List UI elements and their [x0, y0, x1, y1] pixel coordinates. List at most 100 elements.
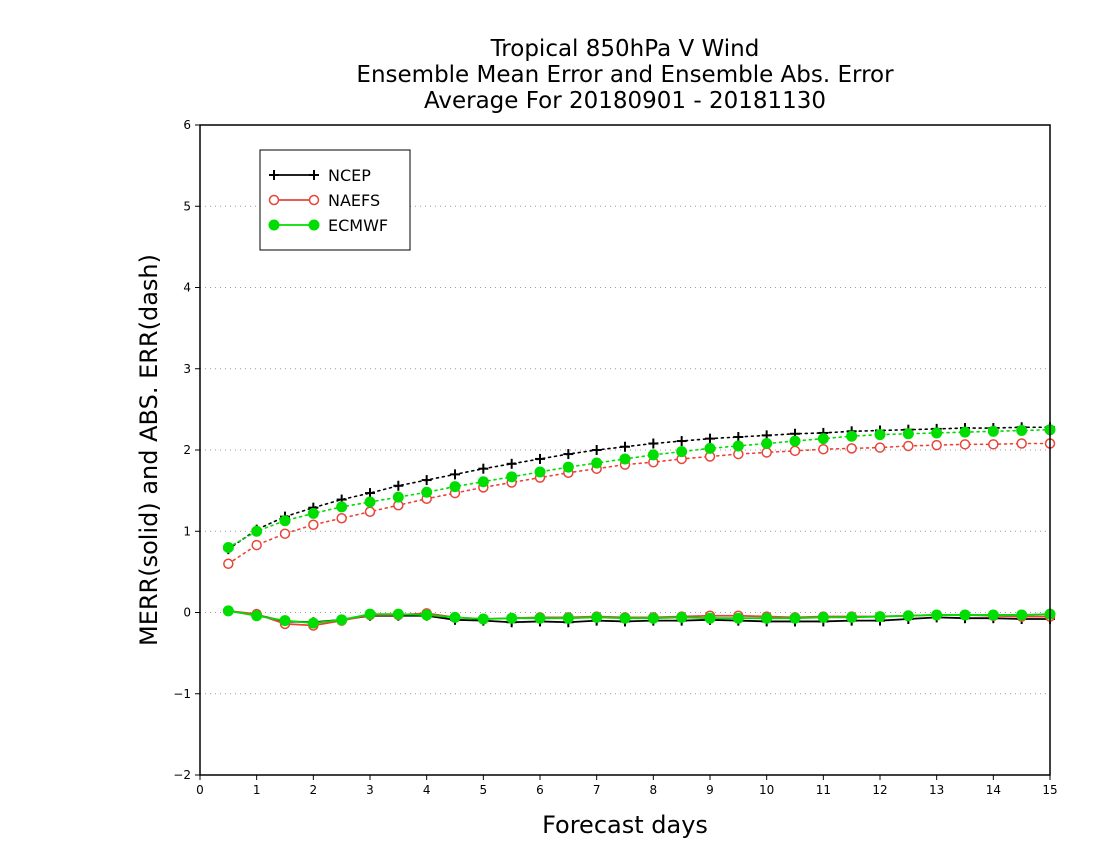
ecmwf-mean-error-point: [421, 609, 433, 621]
ecmwf-abs-error-point: [477, 476, 489, 488]
legend-item-ecmwf: ECMWF: [268, 216, 388, 235]
legend-marker: [269, 170, 279, 180]
y-tick-label: 3: [183, 362, 191, 376]
x-tick-label: 4: [423, 783, 431, 797]
ecmwf-abs-error-point: [704, 442, 716, 454]
naefs-abs-error-point: [874, 442, 886, 453]
ecmwf-abs-error-point: [789, 435, 801, 447]
ncep-abs-error-point: [705, 433, 715, 444]
ecmwf-mean-error-point: [307, 617, 319, 629]
ecmwf-abs-error-point: [874, 429, 886, 441]
ecmwf-mean-error-point: [931, 609, 943, 621]
x-tick-label: 7: [593, 783, 601, 797]
naefs-abs-error-line: [227, 442, 1051, 565]
x-tick-label: 14: [986, 783, 1001, 797]
ecmwf-abs-error-point: [732, 440, 744, 452]
ecmwf-mean-error-point: [477, 613, 489, 625]
chart-title-line-3: Average For 20180901 - 20181130: [423, 88, 827, 114]
x-tick-label: 5: [480, 783, 488, 797]
ncep-abs-error-point: [676, 436, 687, 447]
naefs-abs-error-point: [251, 539, 262, 551]
naefs-abs-error-point: [279, 528, 291, 539]
x-tick-label: 9: [706, 783, 714, 797]
ecmwf-abs-error-point: [421, 486, 433, 498]
naefs-abs-error-point: [988, 439, 999, 450]
ecmwf-mean-error-point: [846, 611, 858, 623]
ncep-abs-error-point: [450, 469, 460, 480]
x-tick-label: 0: [196, 783, 204, 797]
ecmwf-abs-error-point: [562, 461, 574, 473]
ecmwf-abs-error-point: [1016, 425, 1028, 436]
y-tick-label: −1: [173, 687, 191, 701]
ecmwf-mean-error-point: [279, 615, 291, 627]
x-tick-label: 1: [253, 783, 261, 797]
x-tick-label: 11: [816, 783, 831, 797]
ecmwf-mean-error-point: [222, 605, 234, 617]
x-tick-label: 6: [536, 783, 544, 797]
ncep-abs-error-point: [648, 438, 659, 449]
y-tick-label: 5: [183, 199, 191, 213]
x-tick-label: 12: [872, 783, 887, 797]
ecmwf-mean-error-point: [704, 612, 716, 624]
ecmwf-mean-error-point: [647, 612, 659, 624]
ecmwf-mean-error-point: [959, 609, 971, 621]
legend-marker: [268, 219, 280, 231]
ecmwf-abs-error-point: [534, 466, 546, 478]
y-tick-label: 0: [183, 606, 191, 620]
ecmwf-mean-error-point: [789, 612, 801, 624]
ecmwf-mean-error-point: [364, 608, 376, 620]
ecmwf-abs-error-point: [506, 471, 518, 483]
ncep-abs-error-point: [506, 458, 517, 469]
ecmwf-mean-error-point: [336, 614, 348, 626]
ecmwf-mean-error-point: [1016, 609, 1028, 621]
naefs-abs-error-point: [761, 447, 772, 458]
ecmwf-mean-error-point: [392, 608, 404, 620]
legend-item-naefs: NAEFS: [268, 191, 380, 210]
ecmwf-abs-error-point: [279, 515, 291, 527]
y-tick-label: 1: [183, 524, 191, 538]
ecmwf-mean-error-point: [761, 612, 773, 624]
ecmwf-abs-error-point: [251, 525, 263, 537]
legend-label-naefs: NAEFS: [328, 191, 380, 210]
ecmwf-mean-error-point: [251, 610, 263, 622]
legend-marker: [309, 170, 319, 180]
legend-marker: [268, 194, 280, 206]
y-tick-label: 6: [183, 118, 191, 132]
ecmwf-mean-error-point: [591, 611, 603, 623]
naefs-abs-error-point: [959, 439, 971, 450]
naefs-abs-error-point: [903, 440, 914, 452]
ecmwf-abs-error-point: [336, 501, 348, 513]
naefs-abs-error-point: [789, 445, 801, 457]
ncep-abs-error-point: [620, 441, 630, 452]
y-tick-label: 2: [183, 443, 191, 457]
ecmwf-abs-error-point: [449, 481, 461, 493]
x-tick-label: 3: [366, 783, 374, 797]
ecmwf-mean-error-point: [619, 612, 631, 624]
y-axis-label: MERR(solid) and ABS. ERR(dash): [135, 254, 163, 646]
y-tick-label: 4: [183, 281, 191, 295]
y-tick-label: −2: [173, 768, 191, 782]
ecmwf-mean-error-point: [562, 612, 574, 624]
ecmwf-abs-error-point: [676, 446, 688, 458]
ecmwf-abs-error-point: [902, 428, 914, 440]
ecmwf-abs-error-point: [222, 542, 234, 553]
ecmwf-mean-error-point: [534, 612, 546, 624]
ecmwf-abs-error-point: [307, 507, 319, 519]
naefs-abs-error-point: [336, 513, 347, 524]
ecmwf-mean-error-point: [902, 610, 914, 622]
legend: NCEP NAEFS ECMWF: [259, 149, 411, 251]
ecmwf-abs-error-point: [392, 491, 404, 503]
ecmwf-mean-error-point: [449, 611, 461, 623]
ecmwf-abs-error-point: [817, 433, 829, 445]
ncep-abs-error-point: [478, 463, 489, 474]
ecmwf-abs-error-point: [931, 427, 943, 439]
ecmwf-abs-error-point: [761, 438, 773, 449]
ncep-abs-error-point: [733, 432, 744, 442]
naefs-abs-error-point: [846, 443, 857, 454]
x-tick-label: 10: [759, 783, 774, 797]
ncep-abs-error-point: [365, 488, 375, 499]
chart-title-line-2: Ensemble Mean Error and Ensemble Abs. Er…: [356, 62, 894, 88]
ecmwf-mean-error-point: [817, 611, 829, 623]
legend-label-ecmwf: ECMWF: [328, 216, 388, 235]
